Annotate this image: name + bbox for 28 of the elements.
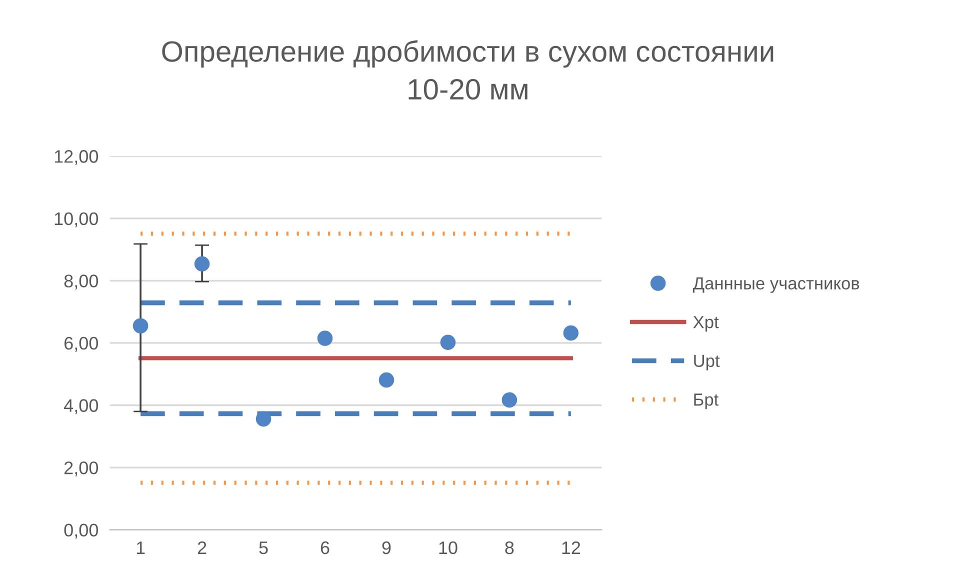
point: [256, 411, 272, 427]
chart-title: Определение дробимости в сухом состоянии 10-20 мм: [162, 40, 774, 100]
y-tick-label: 8,00: [64, 274, 98, 290]
y-tick-label: 10,00: [54, 212, 98, 228]
legend-label: Xpt: [693, 316, 719, 332]
y-tick-label: 2,00: [64, 461, 98, 476]
point: [563, 325, 579, 341]
x-tick-label: 12: [562, 541, 580, 554]
x-tick-label: 1: [136, 542, 145, 554]
x-tick-label: 9: [382, 541, 391, 554]
legend-label: Бpt: [694, 394, 719, 410]
x-tick-label: 6: [320, 541, 330, 554]
point: [317, 330, 333, 346]
point: [132, 318, 148, 334]
x-tick-label: 10: [439, 541, 458, 554]
x-tick-label: 8: [505, 541, 514, 554]
legend-label: Upt: [694, 354, 720, 370]
y-tick-label: 0,00: [64, 524, 98, 539]
y-tick-label: 4,00: [64, 399, 98, 414]
x-tick-label: 2: [198, 541, 206, 554]
y-tick-label: 12,00: [54, 150, 98, 165]
point: [378, 372, 394, 388]
x-tick-label: 5: [259, 542, 268, 554]
legend-label: Даннные участников: [692, 277, 860, 293]
y-tick-label: 6,00: [64, 336, 98, 352]
point: [440, 334, 456, 350]
point: [502, 392, 518, 408]
point: [194, 256, 210, 272]
